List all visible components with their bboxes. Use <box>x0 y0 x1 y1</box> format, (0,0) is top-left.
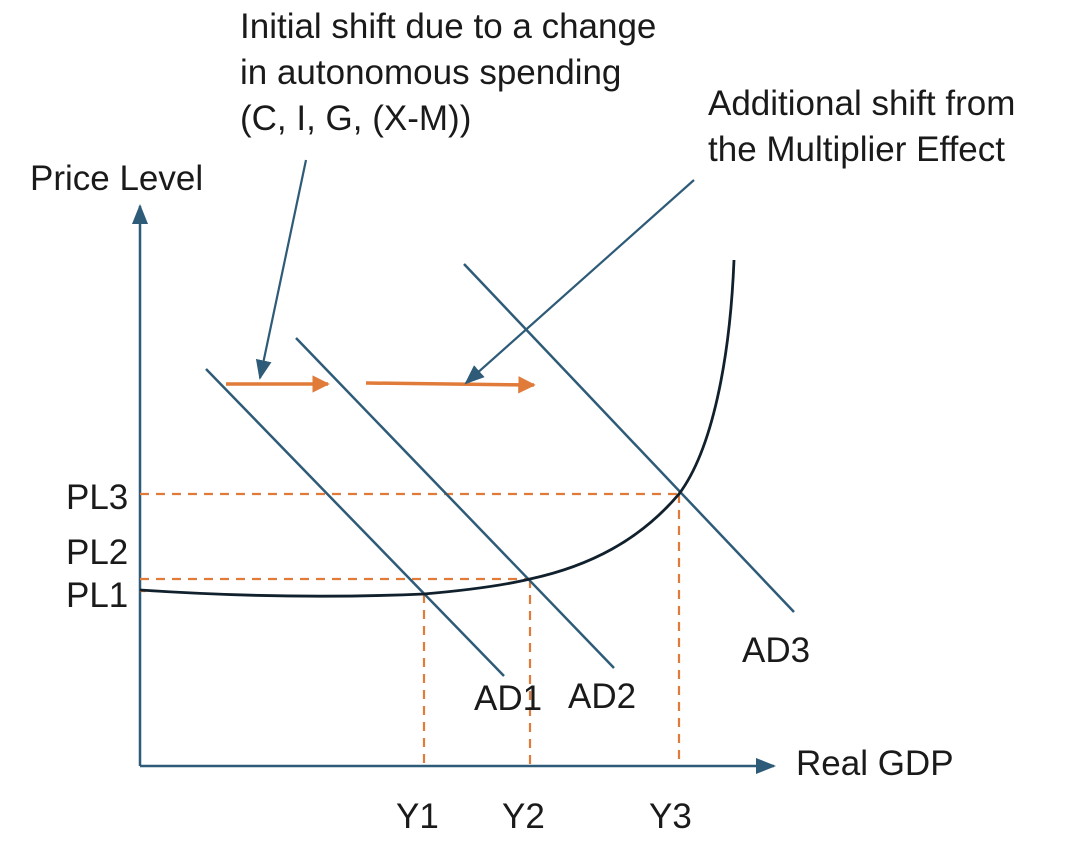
multiplier-annotation: Additional shift from the Multiplier Eff… <box>708 81 1015 173</box>
pl2-label: PL2 <box>66 533 129 572</box>
multiplier-line-1: Additional shift from <box>708 84 1016 123</box>
multiplier-line-2: the Multiplier Effect <box>708 130 1005 169</box>
ad3-label: AD3 <box>742 631 811 670</box>
multiplier-pointer <box>464 179 695 385</box>
y3-label: Y3 <box>649 797 692 836</box>
initial-shift-pointer <box>255 159 308 380</box>
y-axis-label: Price Level <box>30 159 204 198</box>
x-axis-label: Real GDP <box>796 744 954 783</box>
multiplier-shift-arrow <box>365 376 536 394</box>
ad2-label: AD2 <box>568 677 637 716</box>
initial-shift-line-2: in autonomous spending <box>240 53 622 92</box>
y1-label: Y1 <box>396 797 439 836</box>
pl1-label: PL1 <box>66 576 129 615</box>
ad1-line <box>205 368 505 677</box>
y2-label: Y2 <box>502 797 545 836</box>
ad3-line <box>463 263 795 613</box>
as-curve <box>139 259 736 598</box>
initial-shift-line-3: (C, I, G, (X-M)) <box>240 99 472 138</box>
initial-shift-line-1: Initial shift due to a change <box>240 7 657 46</box>
ad2-line <box>295 337 615 669</box>
pl3-label: PL3 <box>66 478 129 517</box>
initial-shift-annotation: Initial shift due to a change in autonom… <box>240 4 656 142</box>
ad1-label: AD1 <box>474 679 543 718</box>
